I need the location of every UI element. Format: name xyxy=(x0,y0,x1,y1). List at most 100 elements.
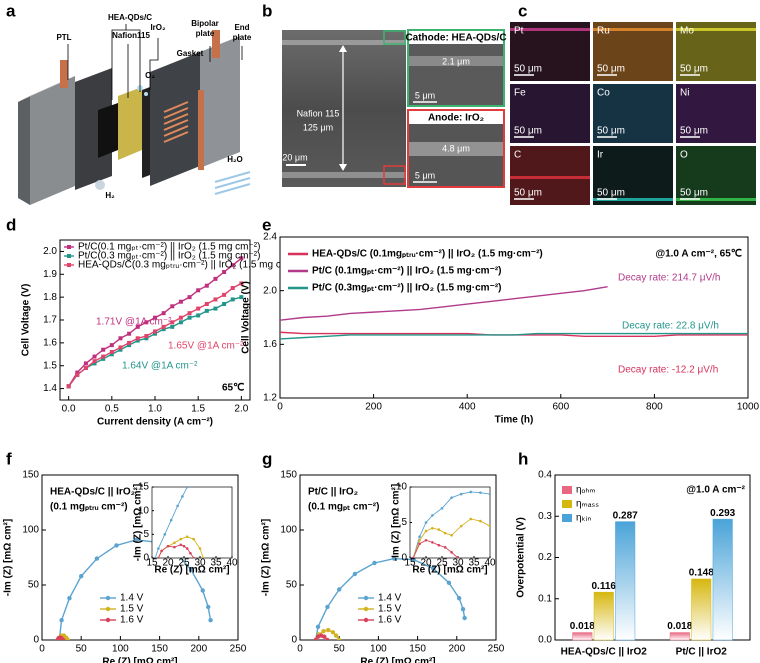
water-flow xyxy=(214,171,251,195)
label: H₂ xyxy=(105,191,115,200)
scale-label: 20 μm xyxy=(282,152,307,162)
marker xyxy=(230,297,235,302)
marker xyxy=(450,496,453,499)
y-tick-label: 1.8 xyxy=(43,292,57,303)
marker xyxy=(187,311,192,316)
marker xyxy=(230,263,235,268)
marker xyxy=(431,566,436,571)
marker xyxy=(153,331,157,336)
data-line xyxy=(280,332,748,340)
value-label: 0.148 xyxy=(689,568,714,579)
x-tick-label: 50 xyxy=(334,644,346,655)
marker xyxy=(204,283,209,288)
scale-label: 5 μm xyxy=(415,170,435,180)
label: Nafion 115 xyxy=(297,108,340,118)
x-tick-label: 1000 xyxy=(737,402,760,413)
marker xyxy=(135,338,140,343)
eds-map xyxy=(676,84,756,143)
marker xyxy=(443,531,447,535)
schematic: HEA-QDs/C PTL Nafion115 IrO₂ Bipolar pla… xyxy=(18,13,252,205)
x-axis-title: Re (Z) [mΩ cm²] xyxy=(102,657,177,663)
bipolar-plate xyxy=(75,68,112,190)
x-tick-label: 200 xyxy=(190,644,207,655)
marker xyxy=(443,546,447,549)
marker xyxy=(109,343,114,348)
label: End xyxy=(234,23,249,32)
arrow-head xyxy=(339,45,347,52)
marker xyxy=(75,372,80,377)
zoom-box xyxy=(383,165,406,185)
panel-label: g xyxy=(262,449,272,468)
marker xyxy=(153,315,157,320)
end-plate xyxy=(200,36,240,168)
zoom-box xyxy=(383,30,406,45)
panel-label: c xyxy=(518,1,527,20)
x-tick-label: 800 xyxy=(646,402,663,413)
marker xyxy=(222,270,227,274)
eds-element: O xyxy=(680,150,688,161)
gas-bubble xyxy=(144,92,148,96)
y-axis-title: -Im (Z) [mΩ cm²] xyxy=(261,519,272,596)
marker xyxy=(431,514,434,517)
x-tick-label: 1.0 xyxy=(148,404,162,415)
plot-frame xyxy=(409,486,491,559)
marker xyxy=(118,336,123,341)
marker xyxy=(127,343,132,348)
marker xyxy=(173,545,176,549)
y-tick-label: 15 xyxy=(138,482,150,493)
marker xyxy=(101,347,106,352)
legend-label: 1.5 V xyxy=(378,604,402,615)
eds-element: Pt xyxy=(514,26,524,37)
marker xyxy=(83,361,88,366)
x-tick-label: HEA-QDs/C || IrO2 xyxy=(561,647,648,658)
x-tick-label: 100 xyxy=(370,644,387,655)
marker xyxy=(109,350,114,354)
annotation: HEA-QDs/C || IrO₂ xyxy=(50,487,135,498)
y-tick-label: 100 xyxy=(22,525,39,536)
x-axis-title: Time (h) xyxy=(495,415,534,426)
legend-label: Pt/C(0.1 mgₚₜ·cm⁻²) || IrO₂ (1.5 mg cm⁻²… xyxy=(78,242,260,253)
eds-band xyxy=(676,28,756,31)
x-tick-label: 30 xyxy=(194,558,206,569)
arrow-head xyxy=(339,164,347,171)
marker xyxy=(153,329,157,334)
eds-element: Ru xyxy=(597,26,610,37)
y-axis-title: Cell Voltage (V) xyxy=(21,284,32,357)
marker xyxy=(153,556,157,558)
x-tick-label: 20 xyxy=(162,558,174,569)
eds-element: Fe xyxy=(514,88,526,99)
marker xyxy=(192,537,195,541)
x-tick-label: 15 xyxy=(404,558,416,569)
y-axis-title: Cell Voltage (V) xyxy=(241,281,252,354)
eds-map xyxy=(510,22,590,81)
marker xyxy=(144,336,149,341)
x-axis-title: Current density (A cm⁻²) xyxy=(97,417,213,428)
marker xyxy=(424,529,428,533)
marker xyxy=(196,288,201,293)
marker xyxy=(450,551,453,554)
annotation: 65℃ xyxy=(222,383,244,394)
scale-label: 5 μm xyxy=(415,90,435,100)
layer xyxy=(409,142,503,156)
x-tick-label: 2.0 xyxy=(234,404,248,415)
eds-band xyxy=(510,176,590,179)
y-tick-label: 2.0 xyxy=(263,285,277,296)
y-tick-label: 1.4 xyxy=(43,383,57,394)
eds-map xyxy=(593,146,673,205)
y-tick-label: 2.0 xyxy=(43,246,57,257)
sem: Nafion 115 125 μm 20 μm Cathode: HEA-QDs… xyxy=(282,29,507,188)
marker xyxy=(105,595,111,601)
bar xyxy=(712,518,733,641)
eds-signal xyxy=(510,146,590,205)
marker xyxy=(206,604,211,610)
marker xyxy=(92,359,97,364)
marker xyxy=(161,311,166,316)
label: 2.1 μm xyxy=(442,56,470,66)
eds-map xyxy=(510,146,590,205)
marker xyxy=(459,524,463,528)
layer xyxy=(282,40,406,45)
bar xyxy=(615,521,636,641)
marker xyxy=(460,607,466,612)
eds-signal xyxy=(510,84,590,143)
marker xyxy=(411,557,416,562)
